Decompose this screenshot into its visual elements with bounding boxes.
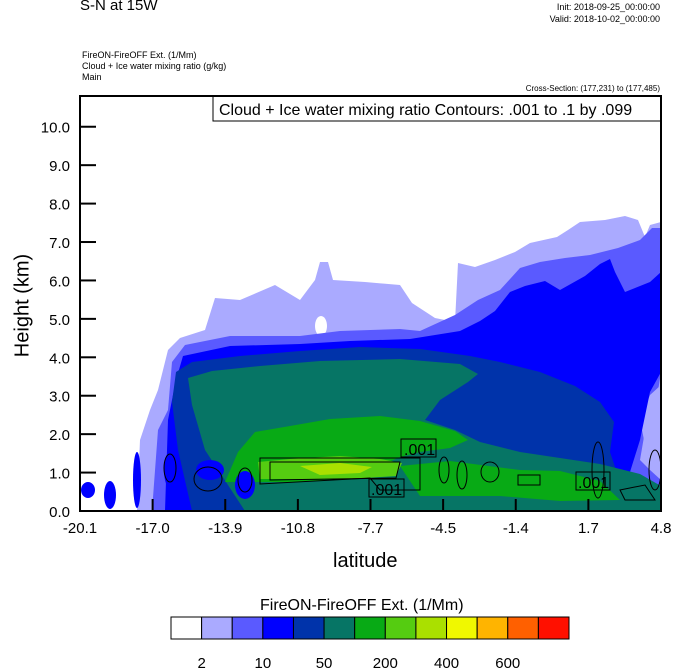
y-tick-label: 9.0	[49, 158, 70, 175]
colorbar-box	[201, 616, 233, 640]
y-tick-label: 1.0	[49, 466, 70, 483]
colorbar-label: 400	[434, 655, 459, 668]
clear-right	[640, 385, 661, 470]
x-tick-label: -7.7	[358, 520, 384, 537]
init-valid-times: Init: 2018-09-25_00:00:00 Valid: 2018-10…	[550, 1, 660, 25]
colorbar-label: 200	[373, 655, 398, 668]
x-tick-label: -20.1	[63, 520, 97, 537]
svg-text:.001: .001	[371, 482, 402, 499]
x-tick-label: -13.9	[208, 520, 242, 537]
colorbar-box	[323, 616, 356, 640]
colorbar-box	[507, 616, 539, 640]
field-descriptions: FireON-FireOFF Ext. (1/Mm) Cloud + Ice w…	[82, 50, 226, 83]
info-box-text: Cloud + Ice water mixing ratio Contours:…	[219, 102, 632, 119]
colorbar-box	[354, 616, 386, 640]
y-tick-label: 6.0	[49, 273, 70, 290]
x-tick-label: -1.4	[503, 520, 529, 537]
contour-lines	[163, 441, 661, 501]
y-tick-label: 3.0	[49, 389, 70, 406]
contour-label: .001	[400, 438, 437, 459]
level-green-band	[400, 461, 620, 501]
colorbar-label: 50	[316, 655, 333, 668]
colorbar-box	[262, 616, 294, 640]
x-axis: -20.1 -17.0 -13.9 -10.8 -7.7 -4.5 -1.4 1.7 4.8	[63, 499, 672, 537]
colorbar-box	[446, 616, 478, 640]
y-axis-label: Height (km)	[11, 253, 34, 358]
x-tick-label: 1.7	[578, 520, 599, 537]
init-time: Init: 2018-09-25_00:00:00	[556, 2, 660, 12]
colorbar-box	[476, 616, 509, 640]
subtitle-line: Cloud + Ice water mixing ratio (g/kg)	[82, 61, 227, 71]
colorbar: 2 10 50 200 400 600	[170, 616, 570, 668]
y-tick-label: 8.0	[49, 197, 70, 214]
x-tick-label: 4.8	[651, 520, 672, 537]
contour-label: .001	[368, 478, 405, 499]
cross-section-label: Cross-Section: (177,231) to (177,485)	[525, 84, 660, 93]
y-tick-label: 7.0	[49, 235, 70, 252]
colorbar-box	[384, 616, 417, 640]
colorbar-box	[537, 616, 570, 640]
colorbar-box	[231, 616, 264, 640]
y-tick-label: 10.0	[41, 120, 70, 137]
contour-label-group: .001 .001 .001	[368, 438, 611, 499]
subtitle-line: FireON-FireOFF Ext. (1/Mm)	[82, 50, 197, 60]
colorbar-label: 10	[255, 655, 272, 668]
y-tick-label: 5.0	[49, 312, 70, 329]
valid-time: Valid: 2018-10-02_00:00:00	[549, 14, 660, 24]
y-tick-label: 0.0	[49, 504, 70, 521]
x-tick-label: -10.8	[281, 520, 315, 537]
contour-label: .001	[575, 471, 611, 492]
colorbar-label: 600	[495, 655, 520, 668]
level-lime	[300, 463, 372, 475]
subtitle-line: Main	[82, 72, 102, 82]
info-box: Cloud + Ice water mixing ratio Contours:…	[212, 95, 662, 122]
colorbar-box	[292, 616, 325, 640]
y-tick-label: 4.0	[49, 350, 70, 367]
y-axis: 0.0 1.0 2.0 3.0 4.0 5.0 6.0 7.0 8.0 9.0 10.0	[41, 120, 96, 521]
low-level-blobs	[81, 452, 255, 509]
clear-hole	[315, 316, 327, 336]
x-tick-label: -17.0	[136, 520, 170, 537]
main-title: S-N at 15W	[80, 0, 158, 14]
colorbar-label: 2	[197, 655, 205, 668]
colorbar-box	[415, 616, 448, 640]
colorbar-box	[170, 616, 203, 640]
colorbar-title: FireON-FireOFF Ext. (1/Mm)	[260, 597, 464, 614]
x-axis-label: latitude	[333, 550, 398, 572]
svg-text:.001: .001	[404, 442, 435, 459]
x-tick-label: -4.5	[430, 520, 456, 537]
filled-contours	[81, 216, 661, 511]
svg-text:.001: .001	[578, 475, 609, 492]
y-tick-label: 2.0	[49, 427, 70, 444]
